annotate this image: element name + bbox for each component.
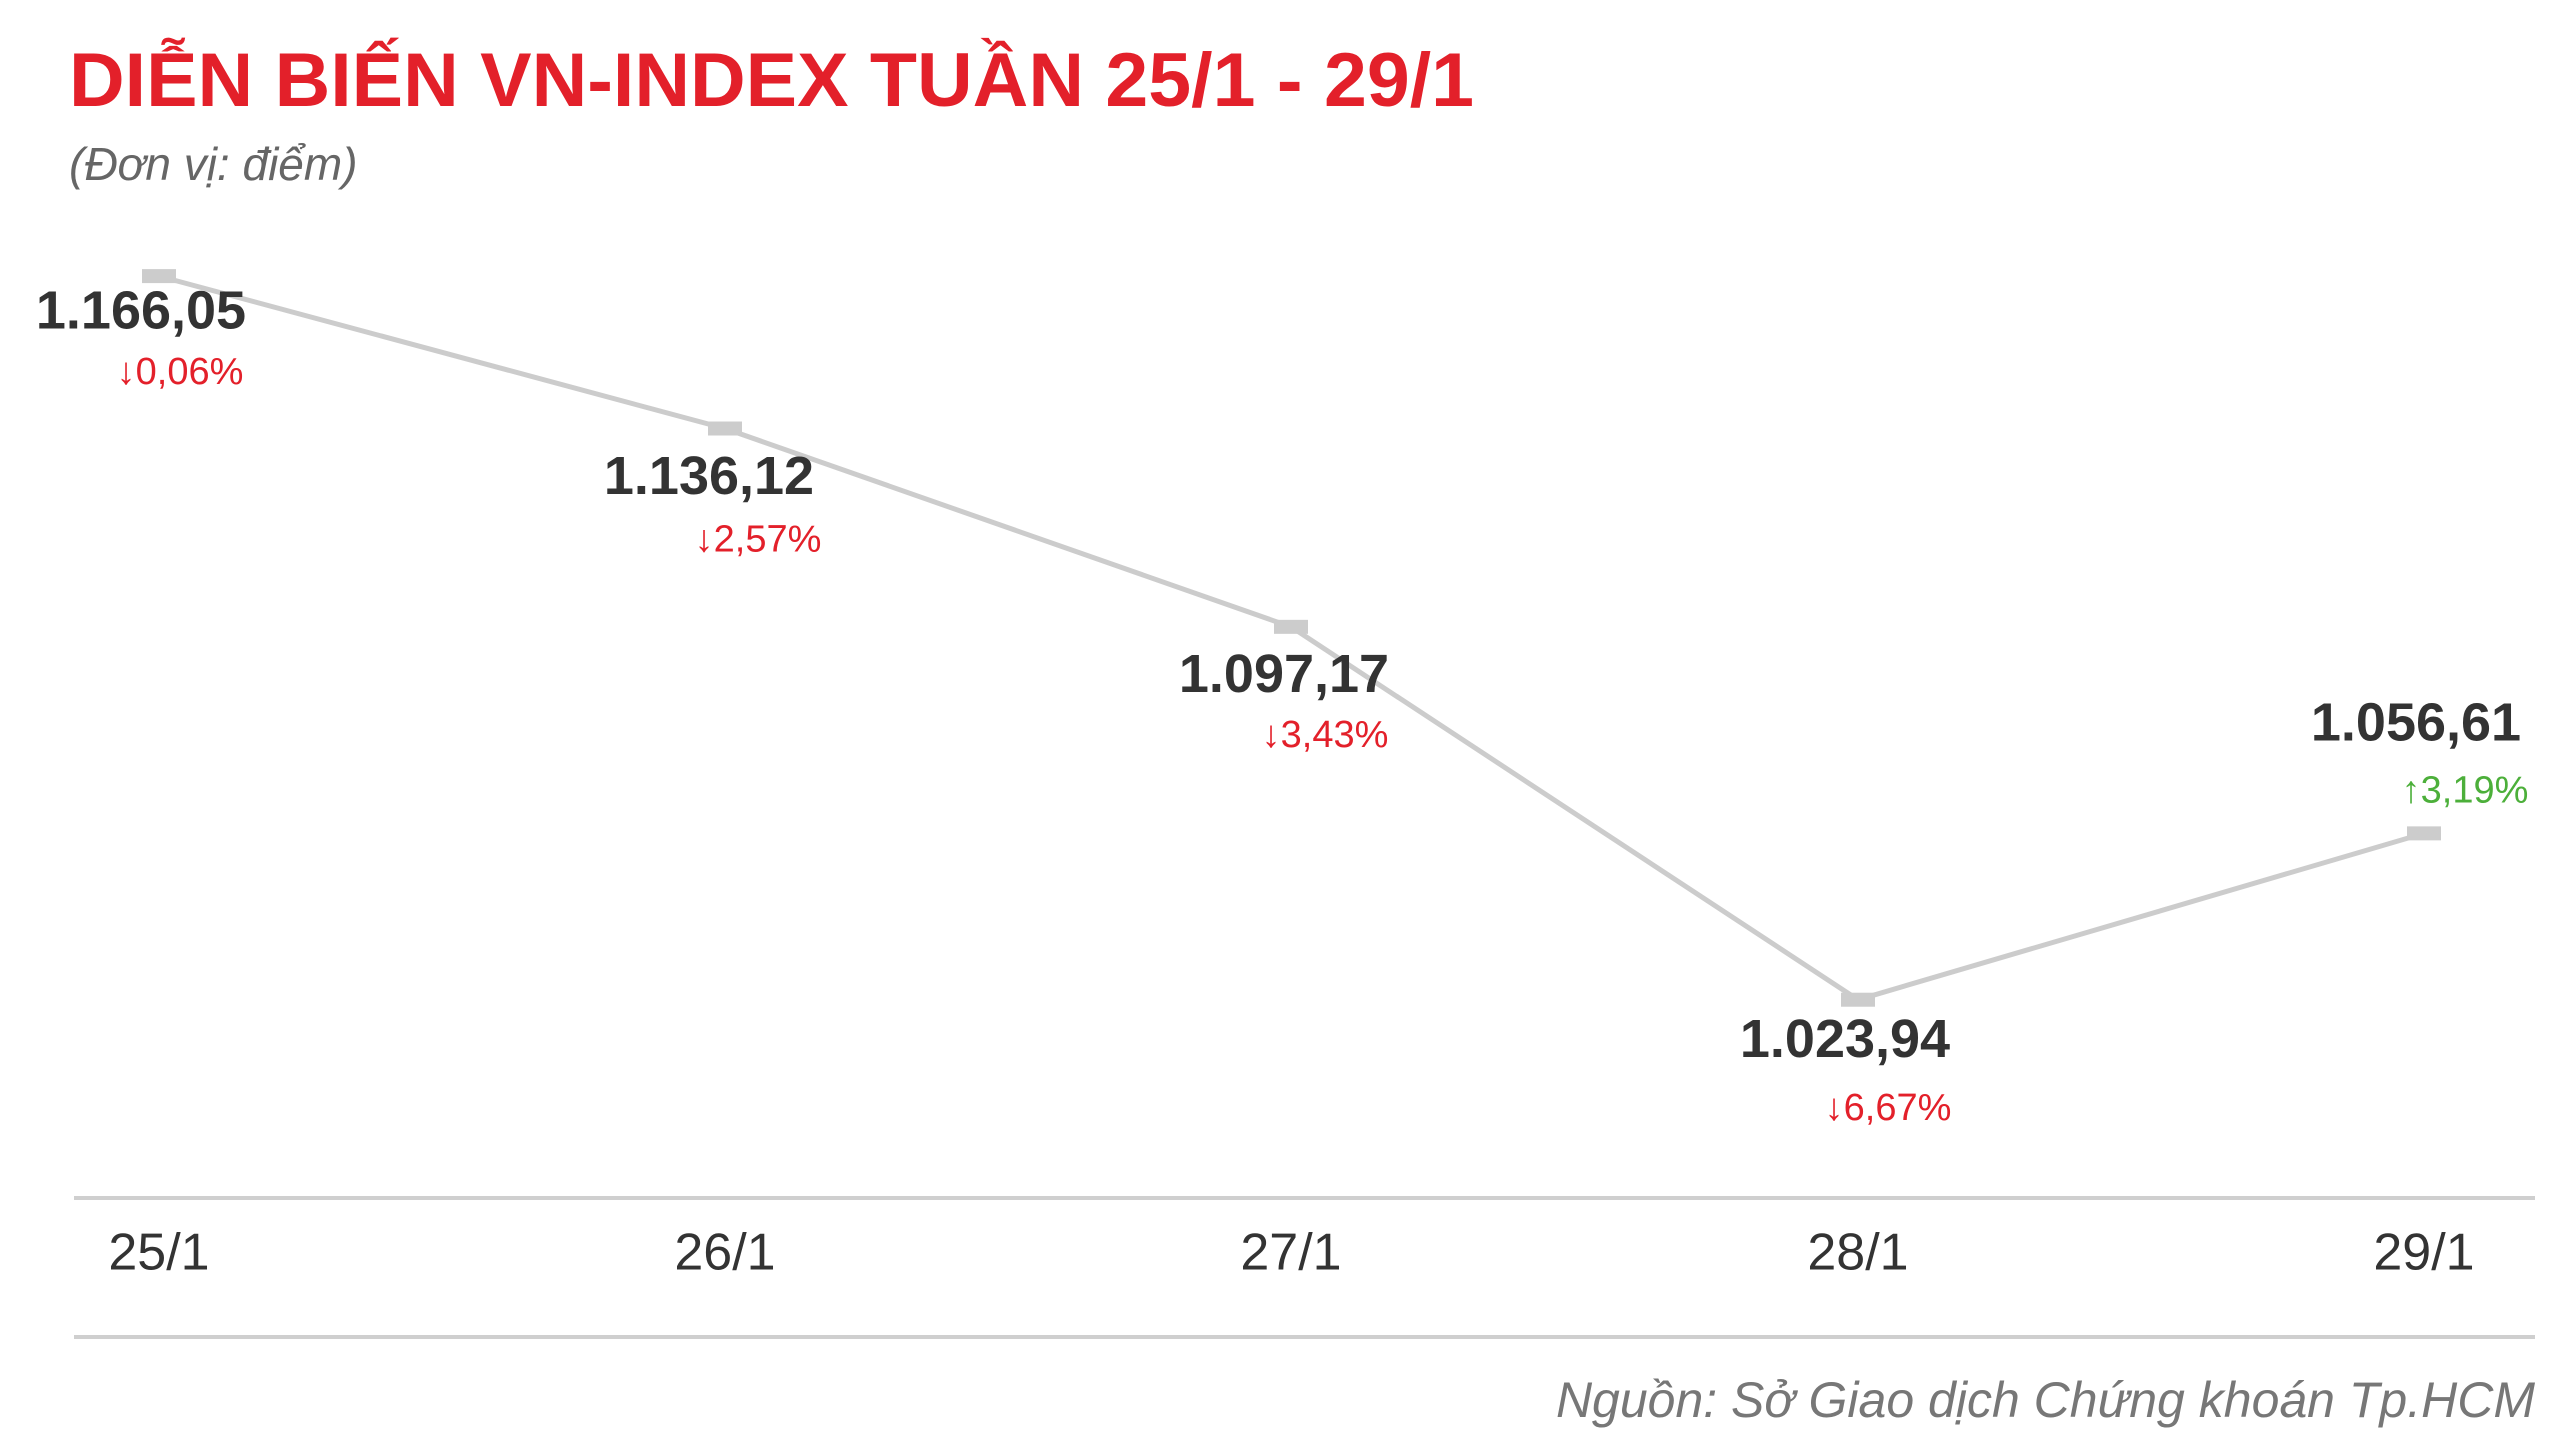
- change-label: ↓6,67%: [1825, 1087, 1952, 1129]
- source-note: Nguồn: Sở Giao dịch Chứng khoán Tp.HCM: [1556, 1372, 2535, 1428]
- x-tick-label: 29/1: [2373, 1224, 2474, 1282]
- x-tick-label: 27/1: [1240, 1224, 1341, 1282]
- point-marker: [708, 421, 742, 436]
- x-tick-label: 26/1: [674, 1224, 775, 1282]
- chart-title: DIỄN BIẾN VN-INDEX TUẦN 25/1 - 29/1: [69, 37, 1474, 123]
- point-marker: [142, 269, 176, 284]
- x-tick-label: 25/1: [108, 1224, 209, 1282]
- change-label: ↑3,19%: [2402, 769, 2529, 811]
- value-label: 1.166,05: [36, 280, 246, 340]
- point-marker: [2407, 826, 2441, 841]
- value-label: 1.136,12: [604, 446, 814, 506]
- change-label: ↓0,06%: [117, 351, 244, 393]
- change-label: ↓3,43%: [1262, 714, 1389, 756]
- value-label: 1.097,17: [1179, 644, 1389, 704]
- change-label: ↓2,57%: [695, 519, 822, 561]
- point-marker: [1841, 992, 1875, 1007]
- value-label: 1.056,61: [2311, 693, 2521, 753]
- point-marker: [1274, 619, 1308, 634]
- chart-subtitle: (Đơn vị: điểm): [69, 138, 358, 190]
- value-label: 1.023,94: [1740, 1009, 1950, 1069]
- x-tick-label: 28/1: [1807, 1224, 1908, 1282]
